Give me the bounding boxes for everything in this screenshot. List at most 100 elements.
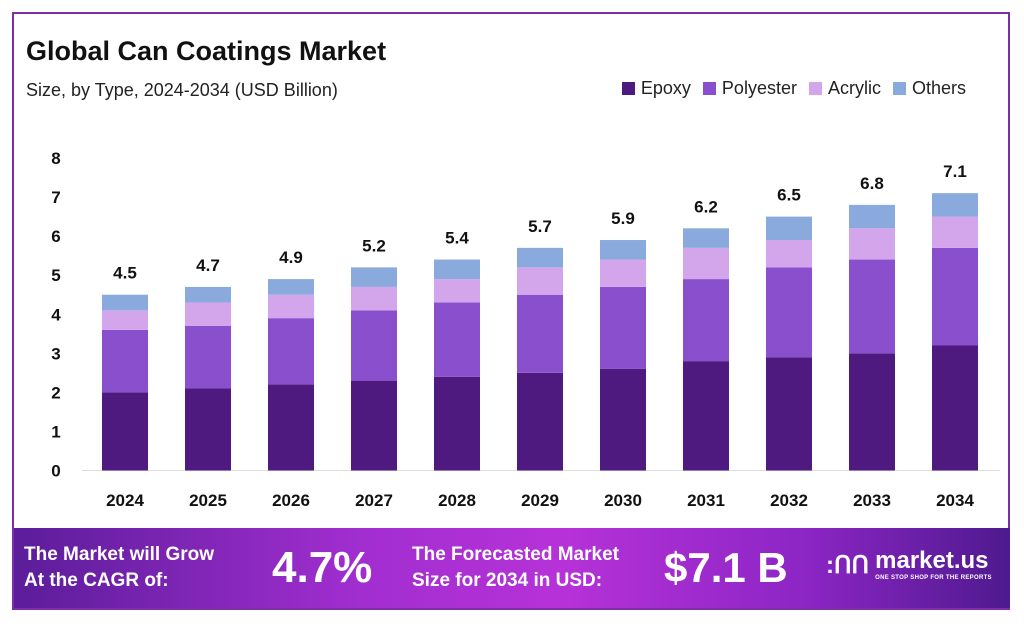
x-tick-label: 2030: [604, 491, 642, 510]
bar-segment-polyester-2024: [102, 329, 148, 393]
logo-name: market.us: [875, 547, 989, 574]
bar-segment-polyester-2029: [517, 294, 563, 373]
bar-segment-epoxy-2032: [766, 357, 812, 471]
bar-segment-polyester-2030: [600, 286, 646, 369]
total-label-2032: 6.5: [777, 186, 801, 205]
forecast-label-line2: Size for 2034 in USD:: [412, 570, 603, 591]
bar-segment-acrylic-2030: [600, 259, 646, 287]
bar-segment-acrylic-2032: [766, 240, 812, 268]
x-tick-label: 2032: [770, 491, 808, 510]
x-tick-label: 2025: [189, 491, 227, 510]
bar-segment-others-2030: [600, 240, 646, 260]
summary-banner: The Market will Grow At the CAGR of: 4.7%…: [14, 528, 1010, 608]
chart-subtitle: Size, by Type, 2024-2034 (USD Billion): [26, 80, 338, 100]
legend-swatch: [892, 82, 906, 95]
total-label-2024: 4.5: [113, 264, 137, 283]
x-tick-label: 2026: [272, 491, 310, 510]
legend-label: Others: [911, 78, 966, 98]
bar-segment-acrylic-2034: [932, 216, 978, 248]
y-tick-label: 1: [51, 422, 60, 441]
bar-segment-others-2029: [517, 247, 563, 268]
bar-segment-epoxy-2031: [683, 361, 729, 471]
legend-swatch: [621, 82, 635, 95]
forecast-label-line1: The Forecasted Market: [412, 544, 619, 565]
forecast-value: $7.1 B: [664, 544, 788, 591]
x-tick-label: 2029: [521, 491, 559, 510]
bar-segment-epoxy-2027: [351, 380, 397, 471]
total-label-2029: 5.7: [528, 217, 552, 236]
logo-mark-icon: :ՈՈ: [826, 551, 870, 579]
bar-segment-acrylic-2033: [849, 228, 895, 260]
market-us-logo: :ՈՈ market.us ONE STOP SHOP FOR THE REPOR…: [826, 548, 992, 582]
legend-label: Acrylic: [827, 78, 881, 98]
bar-segment-epoxy-2028: [434, 376, 480, 471]
frame-border: [12, 12, 1010, 610]
y-tick-label: 8: [51, 149, 60, 168]
bar-segment-acrylic-2026: [268, 294, 314, 319]
logo-tagline: ONE STOP SHOP FOR THE REPORTS: [875, 575, 992, 581]
x-tick-label: 2024: [106, 491, 144, 510]
bar-segment-polyester-2026: [268, 318, 314, 385]
x-tick-label: 2034: [936, 491, 974, 510]
bar-segment-others-2034: [932, 193, 978, 217]
cagr-label-line1: The Market will Grow: [24, 544, 215, 565]
y-tick-label: 2: [51, 383, 60, 402]
total-label-2027: 5.2: [362, 236, 386, 255]
total-label-2034: 7.1: [943, 162, 967, 181]
bar-segment-acrylic-2025: [185, 302, 231, 326]
cagr-label-line2: At the CAGR of:: [24, 570, 169, 591]
y-tick-label: 5: [51, 266, 60, 285]
total-label-2026: 4.9: [279, 248, 303, 267]
legend-swatch: [808, 82, 822, 95]
bar-segment-epoxy-2024: [102, 392, 148, 471]
chart-title: Global Can Coatings Market: [26, 36, 387, 66]
bar-segment-epoxy-2033: [849, 353, 895, 471]
y-tick-label: 7: [51, 188, 60, 207]
bar-segment-epoxy-2029: [517, 372, 563, 471]
bar-segment-polyester-2031: [683, 279, 729, 362]
bar-segment-acrylic-2031: [683, 247, 729, 280]
bar-segment-polyester-2034: [932, 247, 978, 346]
y-tick-label: 6: [51, 227, 60, 246]
legend-label: Polyester: [721, 78, 797, 98]
x-tick-label: 2033: [853, 491, 891, 510]
bar-segment-others-2025: [185, 286, 231, 303]
total-label-2025: 4.7: [196, 256, 220, 275]
cagr-value: 4.7%: [272, 543, 373, 592]
cagr-label: The Market will Grow At the CAGR of:: [24, 542, 214, 594]
total-label-2031: 6.2: [694, 197, 718, 216]
bar-segment-epoxy-2030: [600, 368, 646, 471]
bar-segment-polyester-2025: [185, 325, 231, 389]
legend-swatch: [702, 82, 716, 95]
stacked-bar-chart: 0 1 2 3 4 5 6 7 8 4.5 2024 4.7 2025 4.9 2026 5.2 2027 5.4…: [51, 149, 1000, 510]
legend-item-others: Others: [892, 78, 966, 99]
bar-segment-acrylic-2024: [102, 310, 148, 330]
forecast-label: The Forecasted Market Size for 2034 in US…: [412, 542, 619, 594]
bar-segment-others-2024: [102, 294, 148, 311]
bar-segment-epoxy-2034: [932, 345, 978, 471]
x-tick-label: 2027: [355, 491, 393, 510]
x-tick-label: 2031: [687, 491, 725, 510]
bar-segment-others-2027: [351, 267, 397, 287]
y-tick-label: 4: [51, 305, 61, 324]
bar-segment-acrylic-2029: [517, 267, 563, 295]
legend-item-acrylic: Acrylic: [808, 78, 881, 99]
bar-segment-others-2026: [268, 279, 314, 295]
legend-item-epoxy: Epoxy: [621, 78, 691, 99]
total-label-2033: 6.8: [860, 174, 884, 193]
x-tick-label: 2028: [438, 491, 476, 510]
y-tick-label: 0: [51, 462, 60, 481]
bar-segment-epoxy-2025: [185, 388, 231, 471]
bar-segment-acrylic-2027: [351, 286, 397, 311]
y-tick-label: 3: [51, 344, 60, 363]
bar-segment-polyester-2033: [849, 259, 895, 354]
bar-segment-epoxy-2026: [268, 384, 314, 471]
legend-label: Epoxy: [640, 78, 691, 98]
bar-segment-polyester-2027: [351, 310, 397, 381]
legend: Epoxy Polyester Acrylic Others: [621, 78, 966, 99]
bar-segment-others-2028: [434, 259, 480, 280]
bar-segment-polyester-2032: [766, 267, 812, 358]
bar-segment-others-2032: [766, 216, 812, 241]
bar-segment-polyester-2028: [434, 302, 480, 377]
bar-segment-others-2031: [683, 228, 729, 248]
